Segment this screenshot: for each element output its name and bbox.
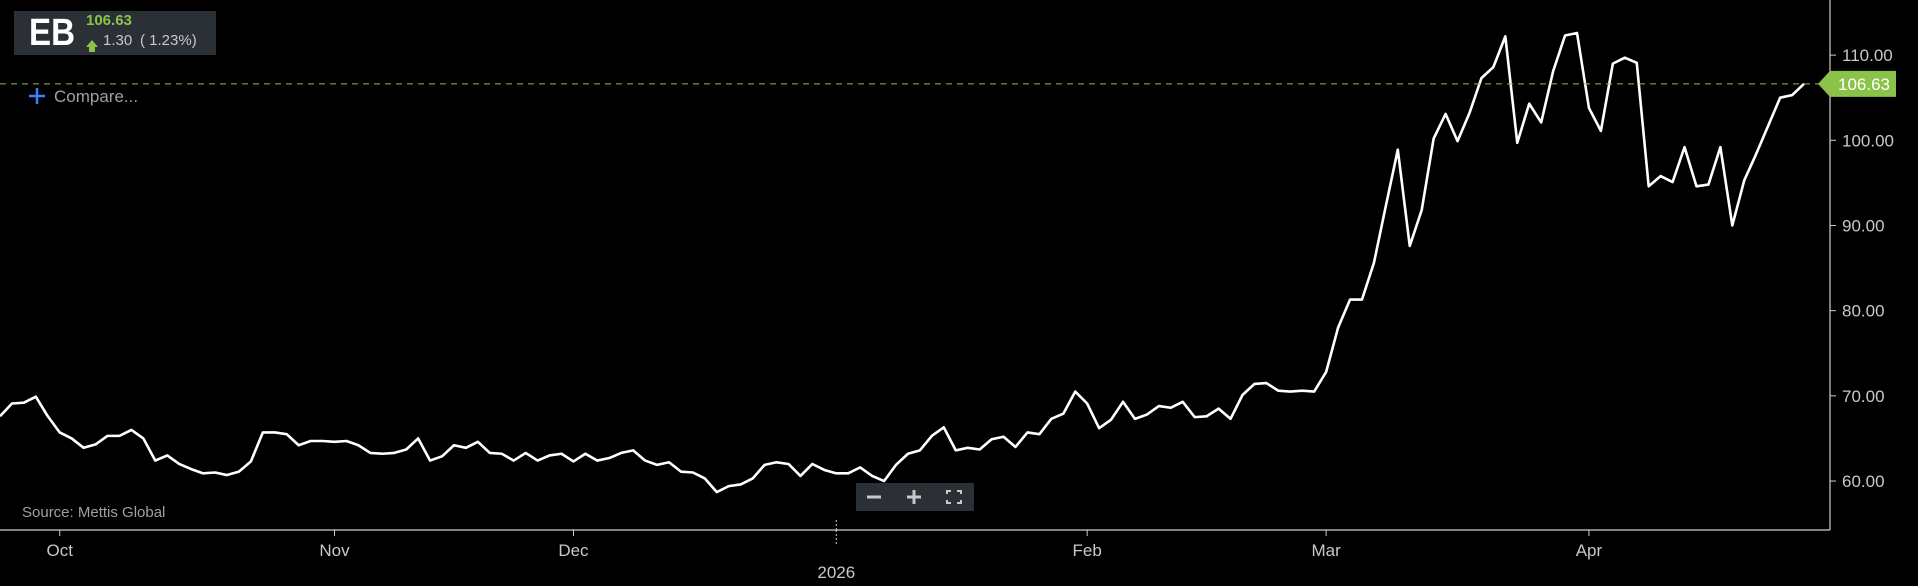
x-tick-label: Oct xyxy=(47,541,74,560)
plus-icon xyxy=(29,88,45,104)
x-tick-label: 2026 xyxy=(817,563,855,582)
ticker-change-pct: ( 1.23%) xyxy=(140,32,197,49)
ticker-box-bg xyxy=(14,11,216,55)
ticker-symbol: EB xyxy=(29,12,75,54)
ticker-price: 106.63 xyxy=(86,12,132,29)
y-tick-label: 70.00 xyxy=(1842,387,1885,406)
x-tick-label: Apr xyxy=(1576,541,1603,560)
y-tick-label: 100.00 xyxy=(1842,131,1894,150)
compare-label[interactable]: Compare... xyxy=(54,87,138,106)
x-tick-label: Mar xyxy=(1311,541,1341,560)
up-arrow xyxy=(86,40,98,52)
price-line xyxy=(0,31,1805,494)
x-tick-label: Feb xyxy=(1073,541,1102,560)
zoom-controls xyxy=(856,483,974,511)
y-tick-label: 80.00 xyxy=(1842,302,1885,321)
source-note: Source: Mettis Global xyxy=(22,504,165,521)
y-tick-label: 90.00 xyxy=(1842,216,1885,235)
fullscreen[interactable] xyxy=(946,490,962,504)
zoom-in[interactable] xyxy=(907,490,921,504)
last-value-label: 106.63 xyxy=(1838,75,1890,94)
x-tick-label: Nov xyxy=(319,541,350,560)
last-value-tag xyxy=(1818,70,1896,97)
ticker-box: EB 106.63 1.30 ( 1.23%) xyxy=(14,11,216,55)
compare-button[interactable]: Compare... xyxy=(29,87,138,106)
y-tick-label: 110.00 xyxy=(1842,46,1893,65)
ticker-change: 1.30 xyxy=(103,32,132,49)
x-tick-label: Dec xyxy=(558,541,589,560)
y-tick-label: 60.00 xyxy=(1842,472,1885,491)
